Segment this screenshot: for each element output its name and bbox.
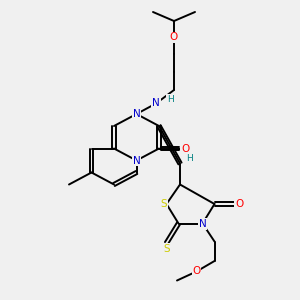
- Text: O: O: [192, 266, 201, 277]
- Text: O: O: [235, 199, 244, 209]
- Text: H: H: [186, 154, 193, 163]
- Text: S: S: [161, 199, 167, 209]
- Text: N: N: [133, 155, 140, 166]
- Text: S: S: [163, 244, 170, 254]
- Text: O: O: [170, 32, 178, 43]
- Text: O: O: [181, 143, 190, 154]
- Text: N: N: [133, 109, 140, 119]
- Text: H: H: [167, 94, 174, 103]
- Text: N: N: [152, 98, 160, 109]
- Text: N: N: [199, 219, 206, 229]
